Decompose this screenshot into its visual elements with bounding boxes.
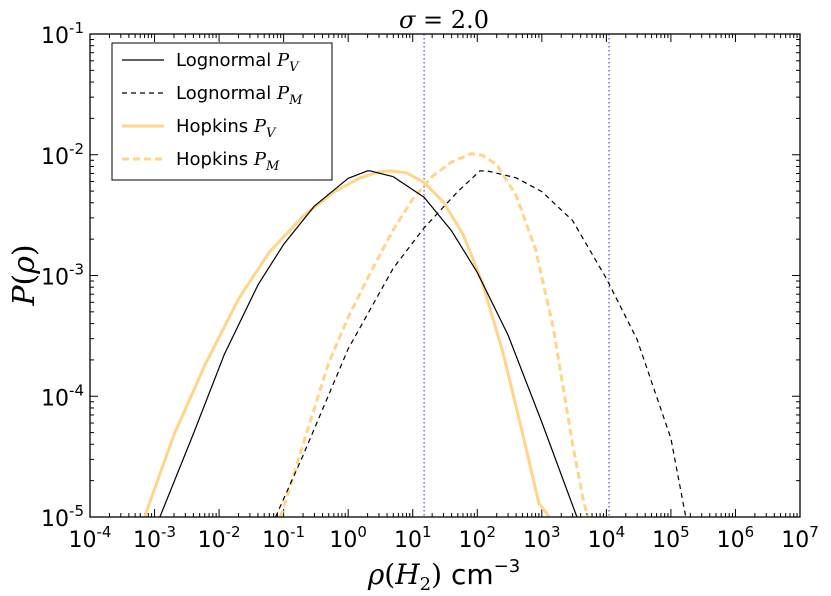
legend-label: Hopkins PV [176,116,277,141]
legend-label: Lognormal PV [176,50,300,75]
legend-box [111,42,333,181]
title-value: 2.0 [451,6,489,34]
x-tick-label: 10-1 [262,523,305,553]
x-tick-label: 10-4 [69,523,112,553]
legend: Lognormal PV Lognormal PM Hopkins PV Hopkin… [111,42,333,181]
legend-label: Lognormal PM [176,83,303,108]
title-sigma: σ [399,6,416,34]
y-tick-labels: 10-5 10-4 10-3 10-2 10-1 [41,19,84,532]
y-tick-label: 10-3 [41,261,84,291]
x-tick-label: 101 [394,523,432,553]
title-eq: = [415,6,450,34]
x-tick-label: 102 [458,523,496,553]
x-tick-label: 107 [781,523,819,553]
series-line-lognormal-m [275,170,687,517]
series-line-lognormal-v [159,170,578,517]
y-tick-label: 10-1 [41,19,84,49]
y-tick-label: 10-2 [41,140,84,170]
x-tick-label: 106 [717,523,755,553]
x-tick-labels: 10-4 10-3 10-2 10-1 100 101 102 103 104 105 106 107 [69,523,819,553]
plot-frame [89,33,801,518]
series-line-hopkins-m [279,152,590,517]
series-lines [143,152,687,517]
x-tick-label: 103 [523,523,561,553]
x-tick-label: 105 [652,523,690,553]
y-axis-label: P(ρ) [7,244,42,306]
x-tick-label: 100 [329,523,367,553]
x-tick-label: 10-3 [133,523,176,553]
x-axis-label: ρ(H2) cm−3 [367,556,520,595]
y-tick-label: 10-4 [41,381,84,411]
reference-lines [423,34,610,517]
chart-title: σ = 2.0 [399,6,489,34]
y-tick-label: 10-5 [41,502,84,532]
x-tick-label: 10-2 [198,523,241,553]
x-tick-label: 104 [588,523,626,553]
legend-label: Hopkins PM [176,149,280,174]
series-line-hopkins-v [143,169,551,517]
